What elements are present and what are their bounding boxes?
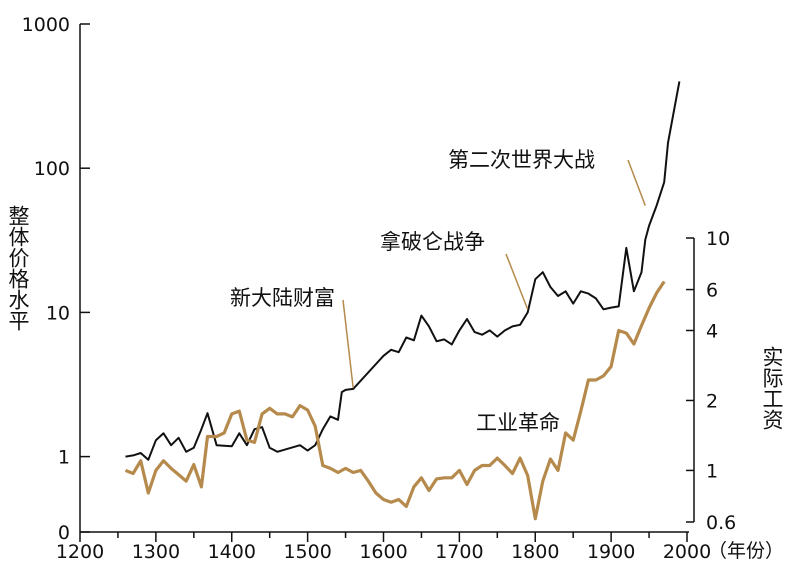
x-tick-label: 1200: [56, 541, 104, 563]
left-tick-label: 10: [46, 302, 70, 324]
x-tick-label: 1400: [208, 541, 256, 563]
x-tick-label: 1700: [435, 541, 483, 563]
axes: 0 1 10 100 1000 0.6 1 2 4 6 10 1200 1300 1400 1500 1600…: [22, 14, 737, 563]
x-tick-label: 1900: [587, 541, 635, 563]
annotation-napoleonic-leader: [505, 253, 529, 310]
x-tick-label: 1500: [283, 541, 331, 563]
x-tick-label: 1600: [359, 541, 407, 563]
x-axis-unit-label: （年份）: [708, 540, 784, 562]
right-tick-label: 10: [706, 228, 730, 250]
x-tick-label: 2000: [663, 541, 711, 563]
annotation-new-world-leader: [342, 299, 354, 388]
annotation-ww2-text: 第二次世界大战: [448, 148, 595, 172]
left-tick-label: 1: [58, 447, 70, 469]
right-tick-label: 0.6: [706, 512, 736, 534]
right-tick-label: 6: [706, 280, 718, 302]
right-tick-label: 1: [706, 460, 718, 482]
x-tick-label: 1300: [132, 541, 180, 563]
annotation-industrial-revolution-text: 工业革命: [476, 411, 560, 435]
right-axis-label: 实际工资: [760, 346, 784, 430]
left-tick-label: 1000: [22, 14, 70, 36]
right-tick-label: 2: [706, 390, 718, 412]
left-tick-label: 100: [34, 158, 70, 180]
annotation-napoleonic-text: 拿破仑战争: [380, 230, 485, 254]
series-group: [124, 81, 681, 521]
x-tick-label: 1800: [511, 541, 559, 563]
real-wages-line: [124, 280, 666, 521]
price-level-line: [125, 81, 681, 461]
left-axis-label: 整体价格水平: [6, 205, 30, 331]
annotation-ww2-leader: [627, 159, 646, 206]
left-tick-label: 0: [58, 522, 70, 544]
annotation-new-world-text: 新大陆财富: [230, 286, 335, 310]
right-tick-label: 4: [706, 320, 718, 342]
